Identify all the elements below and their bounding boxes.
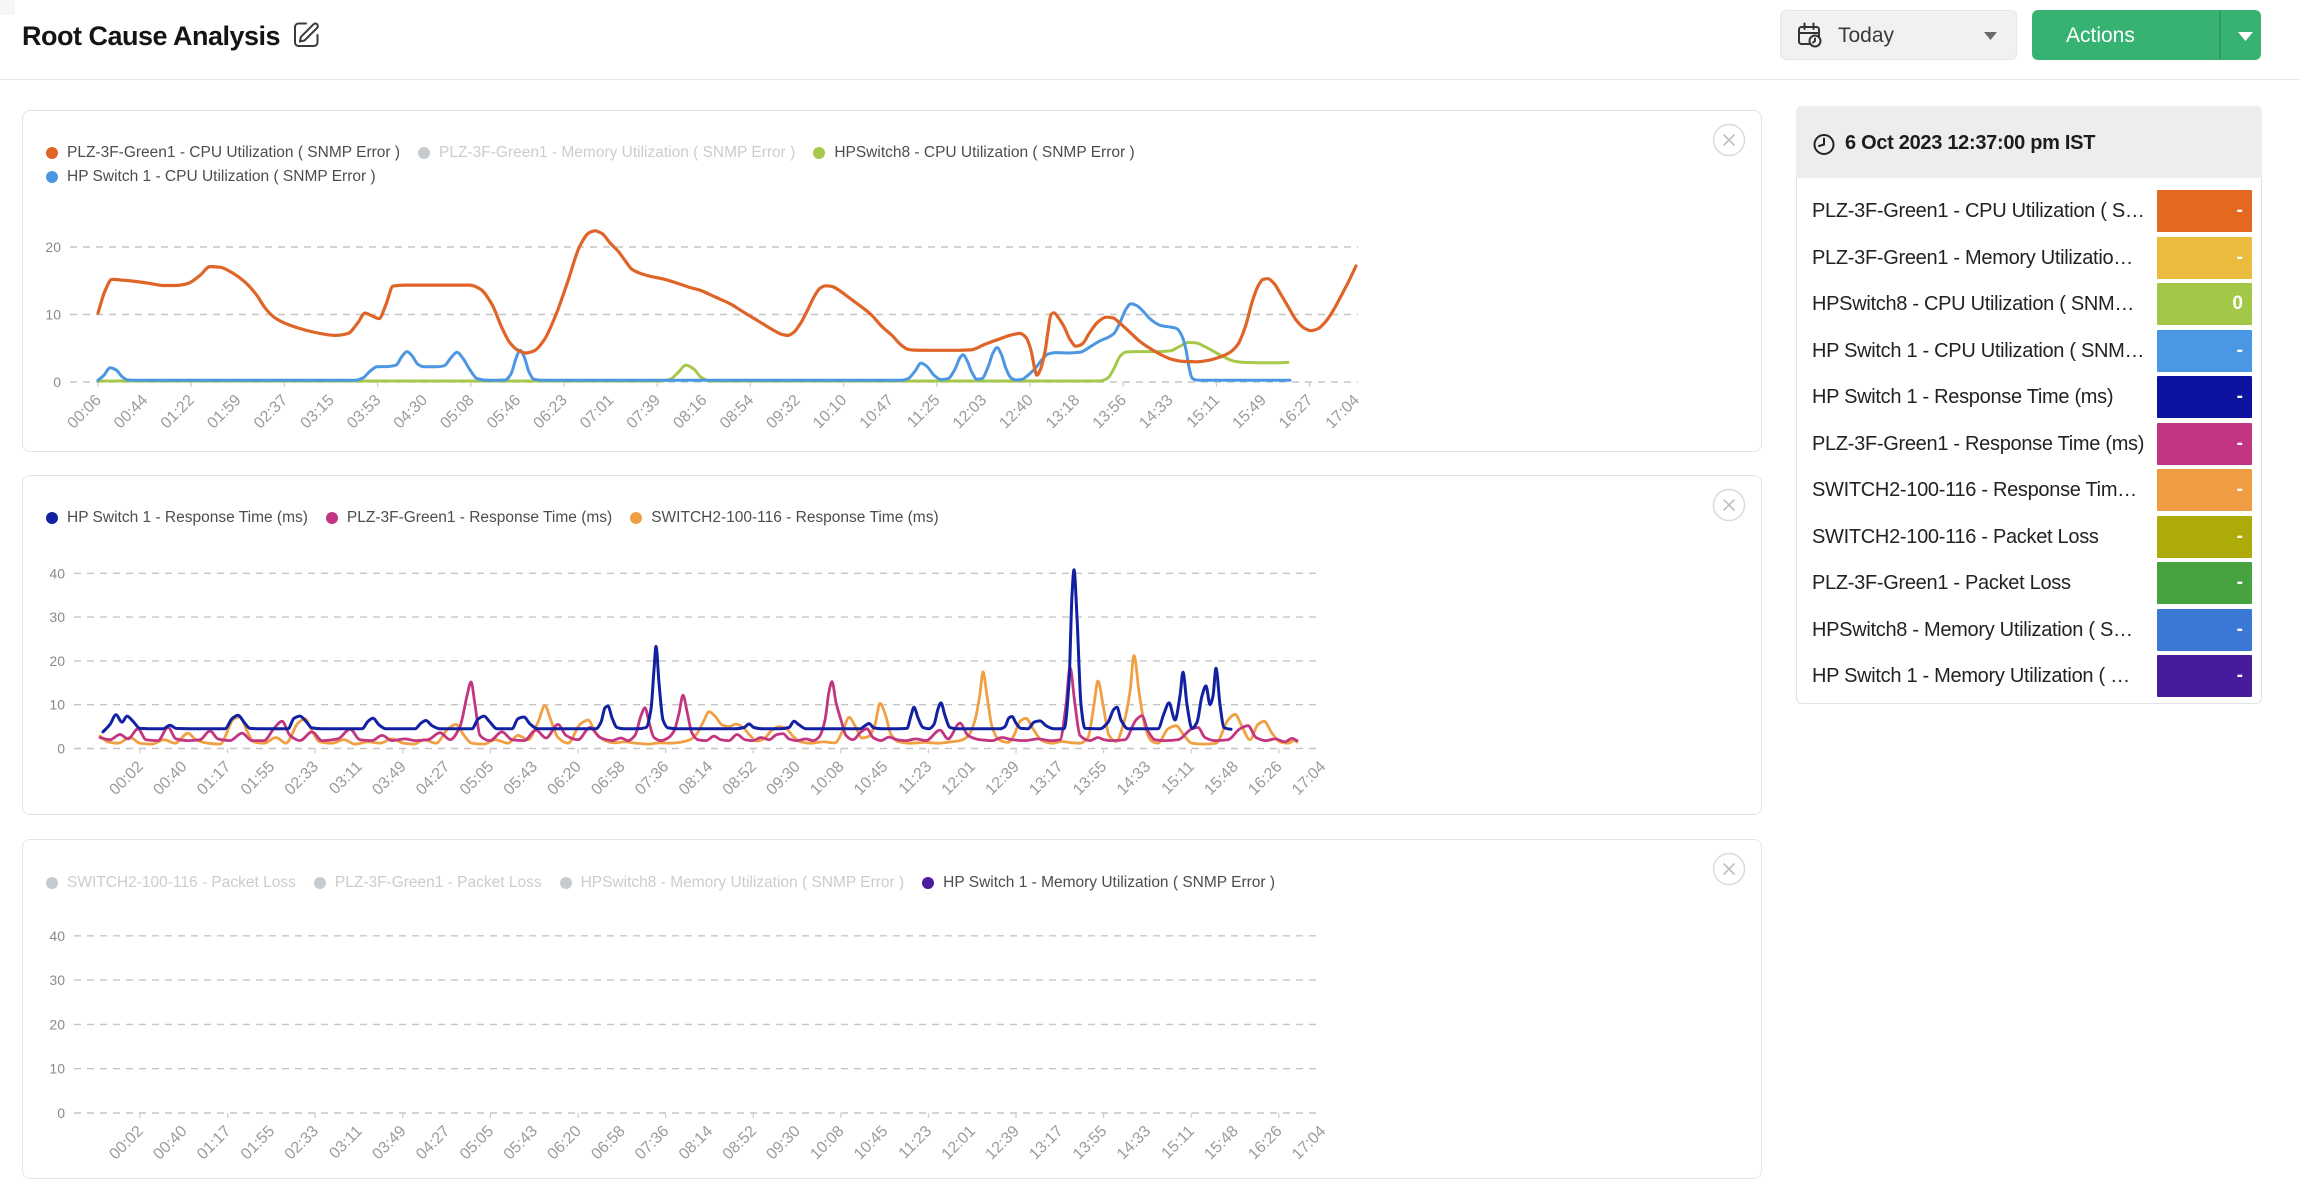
svg-text:09:30: 09:30 (763, 758, 803, 798)
svg-text:0: 0 (57, 741, 65, 757)
svg-text:04:27: 04:27 (413, 1123, 453, 1163)
svg-text:11:23: 11:23 (896, 758, 936, 798)
svg-text:10: 10 (49, 697, 65, 713)
svg-text:06:58: 06:58 (588, 1123, 628, 1163)
svg-text:14:33: 14:33 (1136, 392, 1176, 432)
svg-text:40: 40 (49, 928, 65, 944)
svg-text:08:54: 08:54 (717, 392, 757, 432)
svg-text:11:23: 11:23 (896, 1123, 936, 1163)
svg-text:01:59: 01:59 (204, 392, 244, 432)
svg-text:05:43: 05:43 (501, 758, 541, 798)
svg-text:17:04: 17:04 (1323, 392, 1363, 432)
svg-text:03:49: 03:49 (369, 1123, 409, 1163)
svg-text:30: 30 (49, 972, 65, 988)
svg-text:13:18: 13:18 (1043, 392, 1083, 432)
svg-text:07:39: 07:39 (624, 392, 664, 432)
svg-text:03:49: 03:49 (369, 758, 409, 798)
svg-text:40: 40 (49, 565, 65, 581)
svg-text:10:45: 10:45 (851, 1123, 891, 1163)
svg-text:05:46: 05:46 (484, 392, 524, 432)
svg-text:00:40: 00:40 (150, 758, 190, 798)
svg-text:13:55: 13:55 (1070, 758, 1110, 798)
svg-text:12:01: 12:01 (939, 758, 979, 798)
svg-text:08:14: 08:14 (676, 758, 716, 798)
svg-text:03:53: 03:53 (344, 392, 384, 432)
svg-text:13:17: 13:17 (1026, 758, 1066, 798)
svg-text:01:55: 01:55 (238, 758, 278, 798)
svg-text:15:11: 15:11 (1159, 758, 1199, 798)
svg-text:10: 10 (49, 1061, 65, 1077)
svg-text:00:02: 00:02 (106, 758, 146, 798)
svg-text:03:11: 03:11 (326, 1123, 366, 1163)
svg-text:08:14: 08:14 (676, 1123, 716, 1163)
svg-text:0: 0 (53, 374, 61, 390)
svg-text:06:23: 06:23 (530, 392, 570, 432)
svg-text:17:04: 17:04 (1289, 1123, 1329, 1163)
svg-text:01:17: 01:17 (194, 1123, 234, 1163)
svg-text:04:30: 04:30 (391, 392, 431, 432)
svg-text:06:20: 06:20 (544, 758, 584, 798)
svg-text:02:33: 02:33 (282, 758, 322, 798)
svg-text:12:40: 12:40 (996, 392, 1036, 432)
svg-text:07:36: 07:36 (632, 1123, 672, 1163)
svg-text:10:45: 10:45 (851, 758, 891, 798)
svg-text:15:11: 15:11 (1159, 1123, 1199, 1163)
svg-text:05:05: 05:05 (457, 1123, 497, 1163)
svg-text:15:11: 15:11 (1184, 392, 1224, 432)
svg-text:10: 10 (45, 307, 61, 323)
svg-text:15:48: 15:48 (1201, 758, 1241, 798)
svg-text:01:55: 01:55 (238, 1123, 278, 1163)
svg-text:12:03: 12:03 (950, 392, 990, 432)
svg-text:12:39: 12:39 (982, 1123, 1022, 1163)
svg-text:08:52: 08:52 (720, 758, 760, 798)
svg-text:03:15: 03:15 (297, 392, 337, 432)
svg-text:07:36: 07:36 (632, 758, 672, 798)
svg-text:13:17: 13:17 (1026, 1123, 1066, 1163)
svg-text:17:04: 17:04 (1289, 758, 1329, 798)
svg-text:16:27: 16:27 (1276, 392, 1316, 432)
svg-text:12:01: 12:01 (939, 1123, 979, 1163)
svg-text:02:33: 02:33 (282, 1123, 322, 1163)
svg-text:11:25: 11:25 (904, 392, 944, 432)
svg-text:10:08: 10:08 (807, 758, 847, 798)
svg-text:01:22: 01:22 (158, 392, 198, 432)
svg-text:09:32: 09:32 (763, 392, 803, 432)
svg-text:05:43: 05:43 (501, 1123, 541, 1163)
svg-text:00:06: 00:06 (64, 392, 104, 432)
svg-text:05:08: 05:08 (437, 392, 477, 432)
svg-text:00:40: 00:40 (150, 1123, 190, 1163)
svg-text:00:44: 00:44 (111, 392, 151, 432)
svg-text:00:02: 00:02 (106, 1123, 146, 1163)
svg-text:09:30: 09:30 (763, 1123, 803, 1163)
svg-text:16:26: 16:26 (1245, 1123, 1285, 1163)
svg-text:30: 30 (49, 609, 65, 625)
svg-text:15:49: 15:49 (1229, 392, 1269, 432)
svg-text:20: 20 (49, 653, 65, 669)
svg-text:12:39: 12:39 (982, 758, 1022, 798)
svg-text:02:37: 02:37 (251, 392, 291, 432)
svg-text:05:05: 05:05 (457, 758, 497, 798)
svg-text:10:08: 10:08 (807, 1123, 847, 1163)
svg-text:10:10: 10:10 (810, 392, 850, 432)
svg-text:16:26: 16:26 (1245, 758, 1285, 798)
svg-text:07:01: 07:01 (577, 392, 617, 432)
svg-text:15:48: 15:48 (1201, 1123, 1241, 1163)
svg-text:13:56: 13:56 (1090, 392, 1130, 432)
svg-text:20: 20 (49, 1016, 65, 1032)
svg-text:03:11: 03:11 (326, 758, 366, 798)
svg-text:20: 20 (45, 239, 61, 255)
svg-text:14:33: 14:33 (1114, 1123, 1154, 1163)
svg-text:01:17: 01:17 (194, 758, 234, 798)
svg-text:08:16: 08:16 (670, 392, 710, 432)
svg-text:04:27: 04:27 (413, 758, 453, 798)
svg-text:08:52: 08:52 (720, 1123, 760, 1163)
svg-text:13:55: 13:55 (1070, 1123, 1110, 1163)
svg-text:10:47: 10:47 (857, 392, 897, 432)
svg-text:06:58: 06:58 (588, 758, 628, 798)
svg-text:14:33: 14:33 (1114, 758, 1154, 798)
svg-text:06:20: 06:20 (544, 1123, 584, 1163)
svg-text:0: 0 (57, 1105, 65, 1121)
